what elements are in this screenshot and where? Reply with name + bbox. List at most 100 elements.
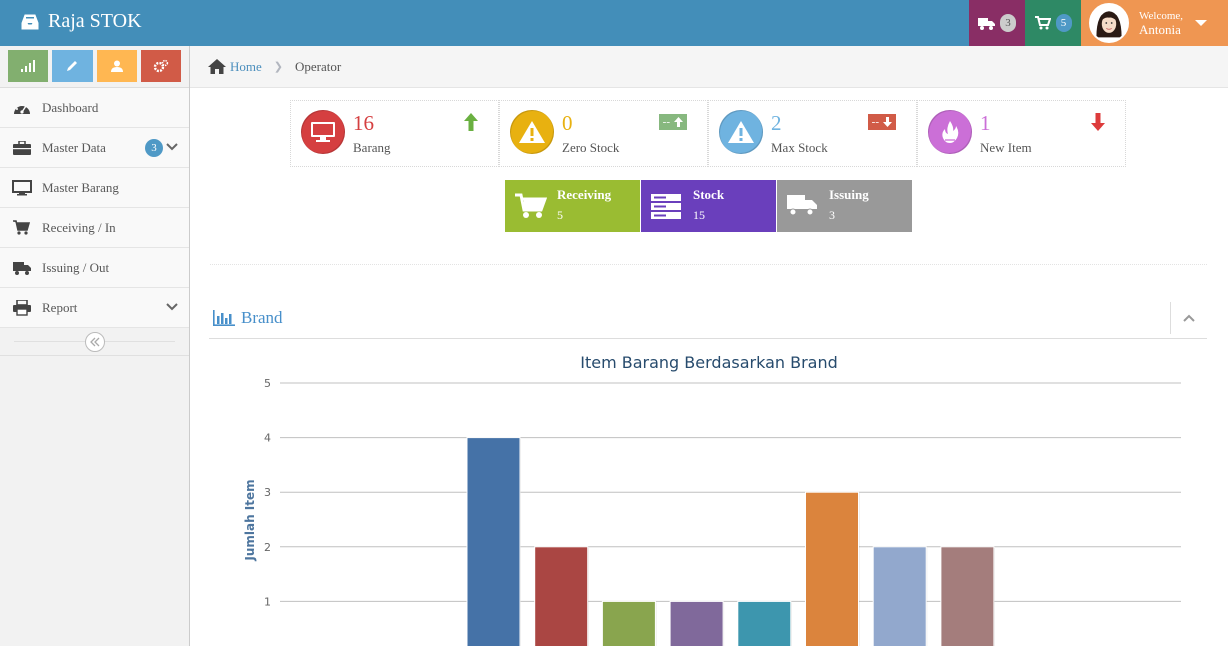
truck-icon <box>13 261 31 275</box>
tile-title: Issuing <box>829 187 869 202</box>
master-data-badge: 3 <box>145 139 163 157</box>
server-icon <box>651 194 681 219</box>
infobox-barang: 16 Barang <box>290 100 499 167</box>
sidebar-item-label: Issuing / Out <box>42 259 110 275</box>
chart-bar[interactable] <box>534 546 589 646</box>
infobox-number: 1 <box>980 111 991 135</box>
chart-y-tick-label: 5 <box>264 377 271 390</box>
user-name: Antonia <box>1139 22 1181 37</box>
cart-notifications[interactable]: 5 <box>1025 0 1081 46</box>
infobox-label: Barang <box>353 140 391 155</box>
infobox-number: 16 <box>353 111 374 135</box>
stat-up: -- <box>658 113 687 130</box>
arrow-down-icon <box>883 117 892 127</box>
shortcut-button-settings[interactable] <box>140 50 181 82</box>
avatar <box>1089 3 1129 43</box>
brand-title: Raja STOK <box>48 10 142 32</box>
cart-icon <box>1034 16 1051 30</box>
welcome-text: Welcome, <box>1139 10 1184 22</box>
infobox-new-item: 1 New Item <box>917 100 1126 167</box>
dashboard-icon <box>14 103 30 114</box>
chart-bar[interactable] <box>940 546 995 646</box>
navbar: Raja STOK 3 5 Welcome, Antonia <box>0 0 1228 46</box>
infobox-number: 2 <box>771 111 782 135</box>
truck-icon <box>787 195 817 216</box>
up-arrow-icon <box>464 113 478 135</box>
sidebar-shortcuts <box>0 46 189 88</box>
chart-bar[interactable] <box>669 600 724 646</box>
chevron-right-icon: ❯ <box>273 61 283 73</box>
tile-title: Stock <box>693 187 725 202</box>
sidebar-item-issuing[interactable]: Issuing / Out <box>0 248 189 288</box>
caret-down-icon <box>1195 20 1208 26</box>
tile-issuing[interactable]: Issuing 3 <box>777 180 912 232</box>
sidebar-item-label: Master Data <box>42 139 106 155</box>
sidebar-item-dashboard[interactable]: Dashboard <box>0 88 189 128</box>
inbox-icon <box>21 14 39 29</box>
tile-value: 3 <box>829 208 835 222</box>
chart-bar[interactable] <box>466 437 521 646</box>
sidebar-collapse <box>0 328 189 356</box>
truck-badge: 3 <box>1000 14 1016 32</box>
chart-y-tick-label: 1 <box>264 595 271 608</box>
arrow-up-icon <box>674 117 683 127</box>
shortcut-button-users[interactable] <box>96 50 137 82</box>
breadcrumb-current: Operator <box>295 58 342 74</box>
truck-icon <box>978 17 995 30</box>
cart-badge: 5 <box>1055 14 1072 32</box>
summary-tiles: Receiving 5 Stock 15 Issuing 3 <box>505 180 912 232</box>
chevron-up-icon <box>1183 314 1195 322</box>
double-angle-left-icon <box>90 337 100 347</box>
bar-chart-icon <box>213 310 235 326</box>
stat-down: -- <box>867 113 896 130</box>
sidebar-item-master-data[interactable]: Master Data 3 <box>0 128 189 168</box>
sidebar: Dashboard Master Data 3 Master Barang Re… <box>0 46 190 646</box>
chart-y-tick-label: 2 <box>264 541 271 554</box>
chart-y-axis-label: Jumlah Item <box>243 479 257 561</box>
sidebar-item-master-barang[interactable]: Master Barang <box>0 168 189 208</box>
sidebar-item-receiving[interactable]: Receiving / In <box>0 208 189 248</box>
sidebar-item-report[interactable]: Report <box>0 288 189 328</box>
shortcut-button-stats[interactable] <box>8 50 49 82</box>
chart-y-tick-label: 3 <box>264 486 271 499</box>
breadcrumb-home-label: Home <box>230 58 262 74</box>
truck-notifications[interactable]: 3 <box>969 0 1025 46</box>
chart-y-tick-label: 4 <box>264 432 271 445</box>
monitor-icon <box>311 122 335 142</box>
infobox-label: New Item <box>980 140 1032 155</box>
sidebar-item-label: Dashboard <box>42 99 99 115</box>
breadcrumb: Home ❯ Operator <box>190 46 1228 88</box>
warning-icon <box>728 121 754 143</box>
cart-icon <box>515 193 547 218</box>
widget-title-text: Brand <box>241 308 283 327</box>
infobox-zero-stock: 0 Zero Stock -- <box>499 100 708 167</box>
sidebar-collapse-button[interactable] <box>85 332 105 352</box>
tile-stock[interactable]: Stock 15 <box>641 180 776 232</box>
chart-bar[interactable] <box>601 600 656 646</box>
users-icon <box>110 60 123 72</box>
user-menu[interactable]: Welcome, Antonia <box>1081 0 1228 46</box>
chart-canvas: Item Barang Berdasarkan Brand Jumlah Ite… <box>243 353 1181 646</box>
infobox-label: Zero Stock <box>562 140 620 155</box>
infobox-icon <box>928 110 972 154</box>
down-arrow-icon <box>1091 113 1105 135</box>
chart-bar[interactable] <box>805 491 859 646</box>
widget-collapse-button[interactable] <box>1170 302 1207 334</box>
tile-value: 5 <box>557 208 563 222</box>
chart-bar[interactable] <box>872 546 927 646</box>
tile-receiving[interactable]: Receiving 5 <box>505 180 640 232</box>
pencil-icon <box>67 61 78 71</box>
sidebar-item-label: Receiving / In <box>42 219 116 235</box>
desktop-icon <box>12 179 32 195</box>
stat-text: -- <box>662 116 670 128</box>
chart-bar[interactable] <box>737 600 792 646</box>
infobox-number: 0 <box>562 111 573 135</box>
tile-value: 15 <box>693 208 705 222</box>
sidebar-item-label: Master Barang <box>42 179 119 195</box>
breadcrumb-home[interactable]: Home <box>208 59 262 75</box>
shortcut-button-edit[interactable] <box>52 50 93 82</box>
brand[interactable]: Raja STOK <box>20 10 142 33</box>
warning-icon <box>519 121 545 143</box>
flame-icon <box>942 121 959 143</box>
infobox-max-stock: 2 Max Stock -- <box>708 100 917 167</box>
